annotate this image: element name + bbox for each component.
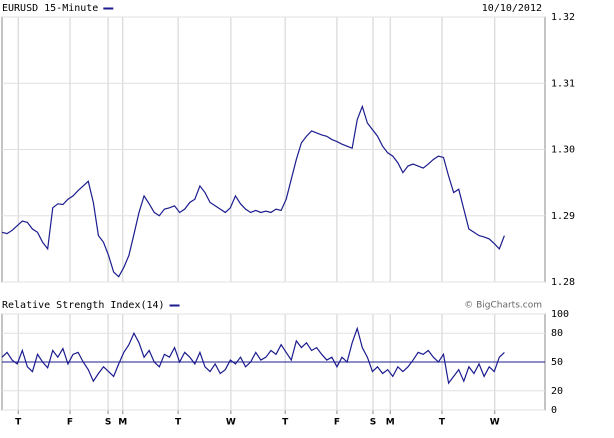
x-tick-label: S bbox=[105, 418, 111, 428]
y-tick-label: 1.29 bbox=[551, 211, 575, 222]
series-line bbox=[1, 104, 505, 278]
y-tick-label: 1.31 bbox=[551, 78, 575, 89]
y-tick-label: 0 bbox=[551, 405, 557, 416]
source: © BigCharts.com bbox=[464, 301, 542, 311]
x-tick-label: T bbox=[439, 418, 446, 428]
series-line bbox=[1, 326, 505, 385]
y-tick-label: 50 bbox=[551, 357, 563, 368]
legend-label: Relative Strength Index(14) bbox=[2, 300, 165, 311]
x-tick-label: W bbox=[226, 418, 236, 428]
date: 10/10/2012 bbox=[482, 3, 542, 14]
y-tick-label: 1.28 bbox=[551, 277, 575, 288]
y-tick-label: 20 bbox=[551, 386, 563, 397]
x-tick-label: M bbox=[118, 418, 127, 428]
legend-label: EURUSD 15-Minute bbox=[2, 3, 98, 14]
x-tick-label: T bbox=[15, 418, 22, 428]
y-tick-label: 80 bbox=[551, 328, 563, 339]
y-tick-label: 1.32 bbox=[551, 12, 575, 23]
y-tick-label: 1.30 bbox=[551, 145, 575, 156]
x-tick-label: W bbox=[490, 418, 500, 428]
x-tick-label: T bbox=[282, 418, 289, 428]
y-tick-label: 100 bbox=[551, 309, 569, 320]
x-tick-label: T bbox=[175, 418, 182, 428]
x-tick-label: S bbox=[370, 418, 376, 428]
x-tick-label: M bbox=[386, 418, 395, 428]
x-tick-label: F bbox=[67, 418, 73, 428]
x-tick-label: F bbox=[334, 418, 340, 428]
